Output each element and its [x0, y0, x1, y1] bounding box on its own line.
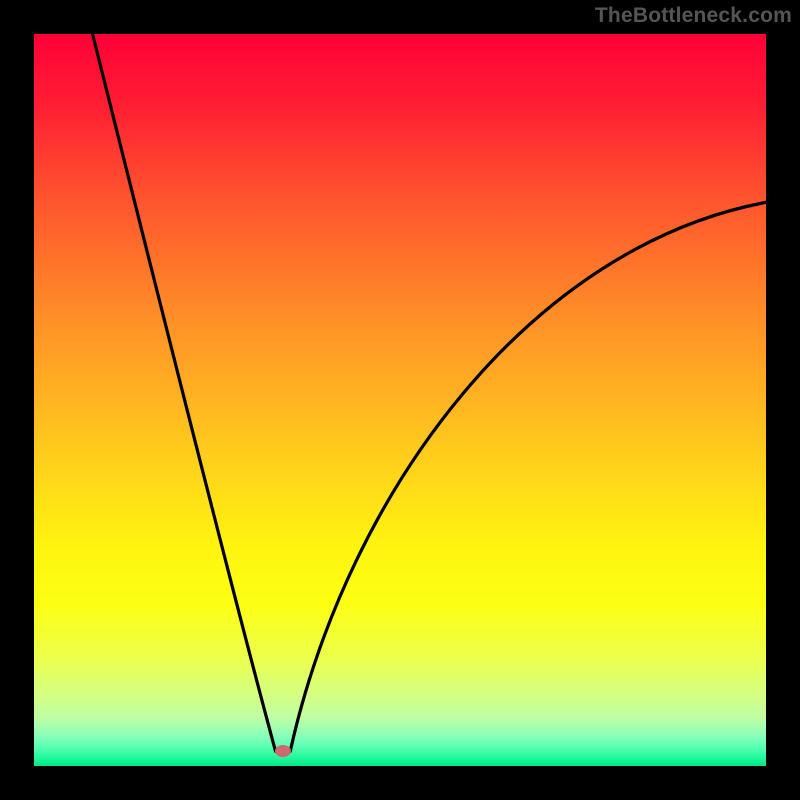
watermark-text: TheBottleneck.com: [595, 4, 792, 28]
curve-left-branch: [93, 34, 276, 751]
curve-right-branch: [290, 202, 766, 751]
chart-root: TheBottleneck.com: [0, 0, 800, 800]
plot-area: [34, 34, 766, 766]
bottleneck-curve: [34, 34, 766, 766]
optimal-point-marker: [275, 745, 291, 757]
